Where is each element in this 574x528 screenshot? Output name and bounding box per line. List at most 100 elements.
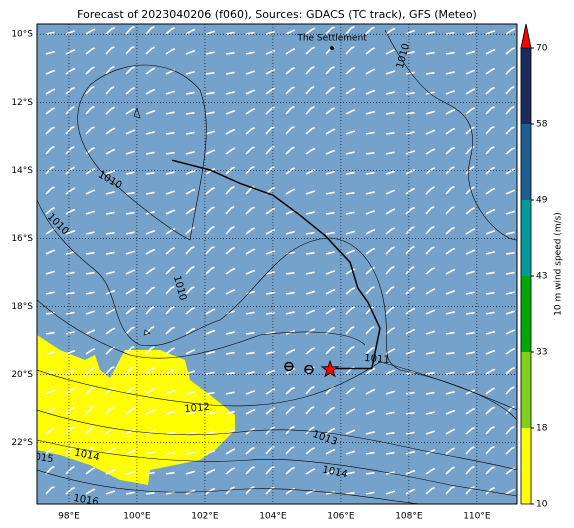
wind-barb <box>185 188 196 195</box>
wind-barb <box>425 449 436 455</box>
y-tick-label: 12°S <box>11 98 33 108</box>
wind-barb <box>205 450 216 455</box>
wind-barb <box>205 431 215 435</box>
colorbar-tick-label: 70 <box>536 44 548 54</box>
wind-barb <box>185 207 196 215</box>
wind-barb <box>205 350 215 355</box>
colorbar-label: 10 m wind speed (m/s) <box>554 212 564 316</box>
wind-barb <box>445 290 456 295</box>
wind-barb <box>265 426 275 435</box>
wind-barb <box>325 26 335 35</box>
wind-barb <box>285 466 295 475</box>
wind-barb <box>445 51 455 55</box>
wind-barb <box>145 267 156 275</box>
wind-barb <box>225 226 235 235</box>
wind-barb <box>425 51 435 55</box>
wind-barb <box>125 307 135 315</box>
wind-barb <box>365 26 375 35</box>
wind-barb <box>65 146 75 155</box>
wind-barb <box>205 329 216 335</box>
wind-barb <box>125 192 135 195</box>
wind-barb <box>225 147 236 155</box>
wind-barb <box>265 31 275 35</box>
wind-barb <box>65 387 76 395</box>
wind-barb <box>465 186 475 195</box>
wind-barb <box>345 151 355 155</box>
wind-barb <box>325 427 336 435</box>
wind-barb <box>325 170 335 175</box>
wind-barb <box>365 191 375 195</box>
wind-barb <box>165 151 175 155</box>
wind-barb <box>205 392 215 395</box>
wind-barb <box>505 467 516 475</box>
wind-barb <box>185 286 195 295</box>
wind-barb <box>165 410 175 415</box>
wind-barb <box>405 50 415 55</box>
wind-barb <box>325 270 336 275</box>
wind-barb <box>265 50 276 55</box>
wind-barb <box>345 450 355 455</box>
wind-barb <box>125 407 136 415</box>
wind-barb <box>165 452 175 455</box>
wind-barb <box>45 312 55 315</box>
wind-barb <box>185 71 195 75</box>
wind-barb <box>165 471 175 475</box>
wind-barb <box>85 85 95 95</box>
wind-barb <box>45 351 55 355</box>
storm-track <box>171 159 381 370</box>
wind-barb <box>285 406 295 415</box>
wind-barb <box>205 246 215 255</box>
wind-barb <box>385 390 395 395</box>
wind-barb <box>225 372 235 375</box>
isobar-label: 1014 <box>321 464 348 480</box>
wind-barb <box>365 171 375 175</box>
wind-barb <box>145 409 156 415</box>
wind-barb <box>365 229 376 235</box>
wind-barb <box>465 486 475 495</box>
colorbar-segment <box>521 352 531 428</box>
wind-barb <box>265 229 276 235</box>
wind-barb <box>265 312 275 315</box>
wind-barb <box>245 446 255 455</box>
wind-barb <box>145 131 155 135</box>
isobar-label: 015 <box>34 452 54 466</box>
wind-barb <box>445 127 456 135</box>
current-position <box>320 359 340 378</box>
wind-barb <box>125 269 136 275</box>
y-tick-label: 20°S <box>11 370 33 380</box>
wind-barb <box>365 451 375 455</box>
wind-barb <box>485 486 495 495</box>
wind-barb <box>405 111 415 115</box>
wind-barb <box>125 129 136 135</box>
wind-barb <box>345 408 356 415</box>
wind-barb <box>385 246 395 255</box>
wind-barb <box>225 71 235 75</box>
wind-barb <box>405 206 415 215</box>
wind-barb <box>485 387 495 395</box>
wind-barb <box>345 345 355 355</box>
wind-barb <box>225 110 236 115</box>
wind-barb <box>445 466 455 475</box>
wind-barb <box>105 191 115 195</box>
wind-barb <box>245 269 256 275</box>
wind-barb <box>485 251 495 255</box>
wind-barb <box>105 426 115 435</box>
wind-barb <box>445 146 455 155</box>
settlement-label: The Settlement <box>296 34 367 44</box>
wind-barb <box>225 267 236 275</box>
wind-barb <box>305 27 316 35</box>
wind-barb <box>145 151 155 155</box>
wind-barb <box>405 469 416 475</box>
wind-barb <box>245 311 255 315</box>
isobar-label: 1012 <box>184 402 210 415</box>
wind-barb <box>145 46 155 55</box>
isobar-label: 1011 <box>364 353 390 366</box>
wind-barb <box>185 151 195 155</box>
wind-barb <box>265 445 275 455</box>
y-tick-label: 10°S <box>11 30 33 40</box>
wind-barb <box>305 347 315 355</box>
wind-barb <box>145 67 156 75</box>
wind-barb <box>105 406 115 415</box>
wind-barb <box>185 489 196 495</box>
wind-barb <box>205 187 215 195</box>
